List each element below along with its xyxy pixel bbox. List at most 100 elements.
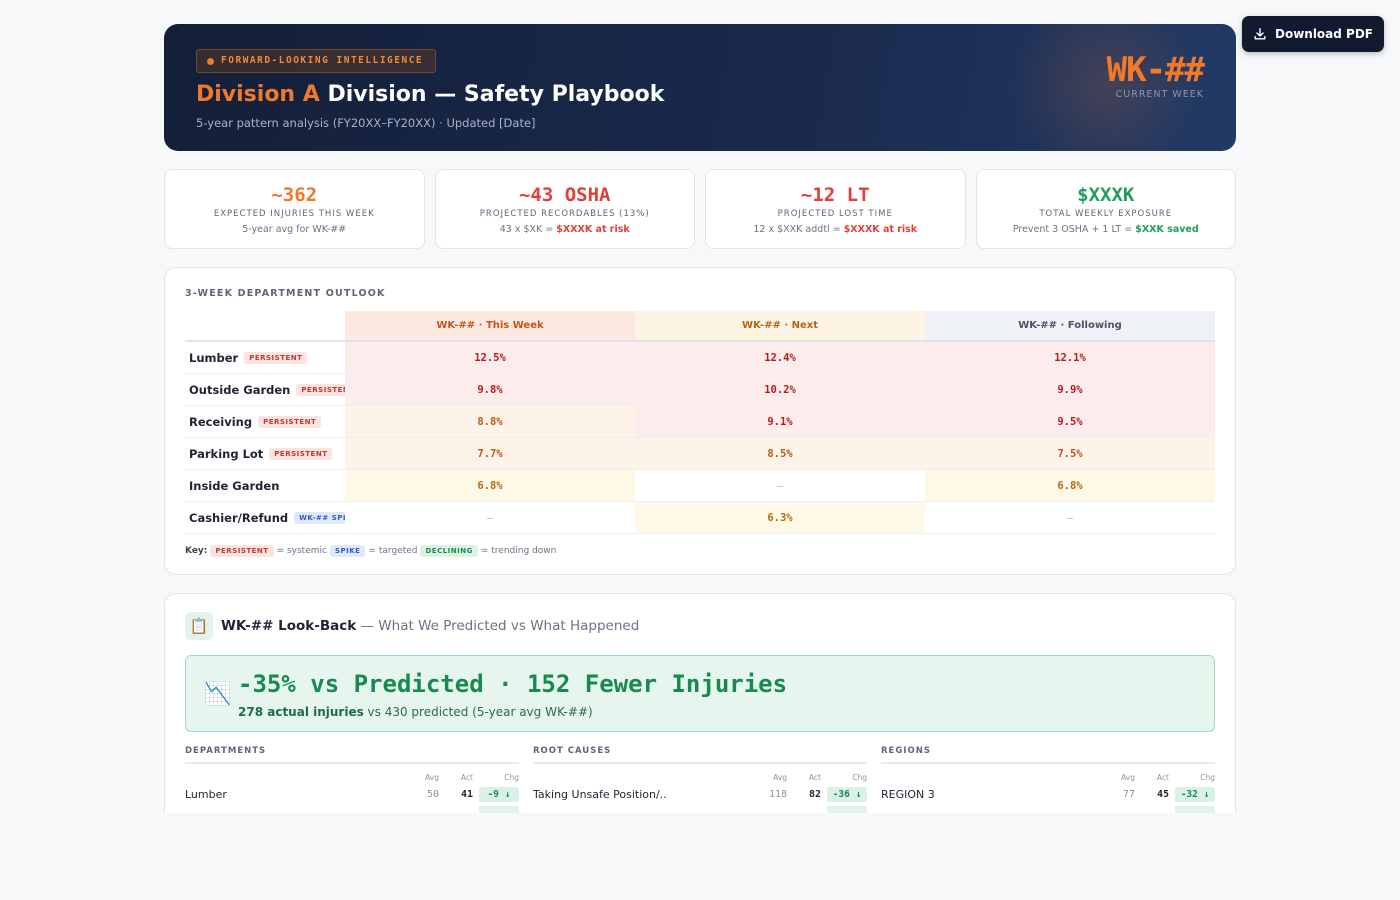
banner-sub-rest: vs 430 predicted (5-year avg WK-##): [363, 705, 593, 719]
change-badge-partial: [827, 806, 867, 816]
act-header: Act: [1156, 773, 1169, 782]
outlook-legend: Key: PERSISTENT = systemic SPIKE = targe…: [185, 545, 556, 557]
forecast-cell: 8.8%: [345, 406, 635, 437]
item-name: Taking Unsafe Position/..: [533, 788, 667, 801]
kpi-label: PROJECTED RECORDABLES (13%): [479, 209, 650, 219]
column-title: REGIONS: [881, 746, 1215, 764]
avg-header: Avg: [773, 773, 787, 782]
forecast-cell: 9.9%: [925, 374, 1215, 405]
kpi-sub-emphasis: $XXXK at risk: [556, 224, 630, 235]
root-causes-column: ROOT CAUSES Avg Act Chg Taking Unsafe Posi…: [533, 746, 867, 816]
kpi-sub-emphasis: $XXK saved: [1135, 224, 1199, 235]
persistent-badge: PERSISTENT: [244, 351, 308, 364]
legend-key-label: Key:: [185, 546, 208, 556]
forecast-cell: 6.8%: [925, 470, 1215, 501]
banner-sub-bold: 278 actual injuries: [238, 705, 364, 719]
act-header: Act: [460, 773, 473, 782]
forecast-cell: 12.4%: [635, 342, 925, 373]
legend-persistent-desc: = systemic: [276, 546, 327, 556]
kpi-sub-text: Prevent 3 OSHA + 1 LT =: [1012, 224, 1136, 235]
dept-label: Lumber: [189, 350, 239, 365]
forecast-cell: 7.7%: [345, 438, 635, 469]
dept-name: Cashier/Refund WK-## SPIKE: [185, 502, 363, 533]
list-item: Taking Unsafe Position/.. 118 82 -36 ↓: [533, 786, 867, 803]
outlook-table: WK-## · This Week WK-## · Next WK-## · F…: [185, 311, 1215, 534]
col-header-this-week: WK-## · This Week: [345, 311, 635, 340]
item-name: Lumber: [185, 788, 227, 801]
forecast-cell: 6.8%: [345, 470, 635, 501]
tag-label: FORWARD-LOOKING INTELLIGENCE: [221, 55, 424, 66]
item-name: REGION 3: [881, 788, 935, 801]
dept-name: Receiving PERSISTENT: [185, 406, 345, 437]
kpi-sub-emphasis: $XXXK at risk: [843, 224, 918, 235]
page-subtitle: 5-year pattern analysis (FY20XX–FY20XX) …: [196, 116, 536, 130]
kpi-value: $XXXK: [1077, 184, 1135, 206]
hero-header: FORWARD-LOOKING INTELLIGENCE Division A …: [164, 24, 1236, 151]
forecast-cell: 6.3%: [635, 502, 925, 533]
table-row: Receiving PERSISTENT 8.8% 9.1% 9.5%: [185, 406, 1215, 438]
outlook-title: 3-WEEK DEPARTMENT OUTLOOK: [185, 288, 386, 299]
change-badge: -9 ↓: [479, 787, 519, 802]
kpi-card-expected-injuries: ~362 EXPECTED INJURIES THIS WEEK 5-year …: [164, 169, 425, 249]
kpi-label: PROJECTED LOST TIME: [777, 209, 893, 219]
table-row: Inside Garden 6.8% — 6.8%: [185, 470, 1215, 502]
kpi-row: ~362 EXPECTED INJURIES THIS WEEK 5-year …: [164, 169, 1236, 249]
table-row: Lumber PERSISTENT 12.5% 12.4% 12.1%: [185, 342, 1215, 374]
chg-header: Chg: [852, 773, 867, 782]
dept-name: Parking Lot PERSISTENT: [185, 438, 345, 469]
avg-header: Avg: [425, 773, 439, 782]
legend-spike-badge: SPIKE: [329, 545, 366, 557]
current-week-value: WK-##: [1106, 50, 1205, 90]
table-row: Cashier/Refund WK-## SPIKE — 6.3% —: [185, 502, 1215, 534]
persistent-badge: PERSISTENT: [296, 383, 360, 396]
download-icon: [1254, 28, 1266, 40]
persistent-badge: PERSISTENT: [269, 447, 333, 460]
kpi-card-projected-lost-time: ~12 LT PROJECTED LOST TIME 12 x $XXK add…: [705, 169, 966, 249]
column-title: DEPARTMENTS: [185, 746, 519, 764]
item-actual: 45: [1156, 789, 1169, 800]
kpi-label: EXPECTED INJURIES THIS WEEK: [213, 209, 375, 219]
chart-decreasing-icon: 📉: [204, 682, 232, 707]
forecast-cell: —: [635, 470, 925, 501]
dept-label: Outside Garden: [189, 382, 291, 397]
item-actual: 41: [460, 789, 473, 800]
download-pdf-button[interactable]: Download PDF: [1242, 16, 1384, 52]
lookback-card: 📋 WK-## Look-Back — What We Predicted vs…: [164, 593, 1236, 833]
kpi-value: ~362: [271, 184, 318, 206]
kpi-subtext: 5-year avg for WK-##: [165, 224, 424, 235]
list-item-partial: [881, 806, 1215, 816]
page-title: Division A Division — Safety Playbook: [196, 82, 664, 107]
list-item: REGION 3 77 45 -32 ↓: [881, 786, 1215, 803]
column-headers: Avg Act Chg: [533, 773, 867, 782]
kpi-label: TOTAL WEEKLY EXPOSURE: [1039, 209, 1173, 219]
forecast-cell: —: [345, 502, 635, 533]
list-item: Lumber 50 41 -9 ↓: [185, 786, 519, 803]
change-badge: -36 ↓: [827, 787, 867, 802]
clipboard-icon: 📋: [185, 612, 213, 640]
kpi-value: ~43 OSHA: [518, 184, 611, 206]
banner-subline: 278 actual injuries vs 430 predicted (5-…: [238, 705, 593, 719]
legend-persistent-badge: PERSISTENT: [210, 545, 274, 557]
forecast-cell: 12.1%: [925, 342, 1215, 373]
forecast-cell: 9.5%: [925, 406, 1215, 437]
dept-name: Inside Garden: [185, 470, 345, 501]
legend-declining-badge: DECLINING: [420, 545, 478, 557]
item-change: -36 ↓: [821, 787, 867, 802]
tag-dot-icon: [207, 58, 214, 65]
forecast-cell: 12.5%: [345, 342, 635, 373]
col-header-following-week: WK-## · Following: [925, 311, 1215, 340]
chg-header: Chg: [1200, 773, 1215, 782]
current-week-label: CURRENT WEEK: [1115, 89, 1204, 100]
dept-name: Outside Garden PERSISTENT: [185, 374, 360, 405]
dept-label: Cashier/Refund: [189, 510, 289, 525]
forecast-cell: 10.2%: [635, 374, 925, 405]
item-avg: 50: [426, 789, 439, 800]
dept-label: Inside Garden: [189, 478, 280, 493]
banner-headline: -35% vs Predicted · 152 Fewer Injuries: [238, 670, 788, 698]
list-item-partial: [533, 806, 867, 816]
forecast-cell: —: [925, 502, 1215, 533]
column-headers: Avg Act Chg: [881, 773, 1215, 782]
forecast-cell: 9.8%: [345, 374, 635, 405]
change-badge-partial: [1175, 806, 1215, 816]
departments-column: DEPARTMENTS Avg Act Chg Lumber 50 41 -9 ↓: [185, 746, 519, 816]
